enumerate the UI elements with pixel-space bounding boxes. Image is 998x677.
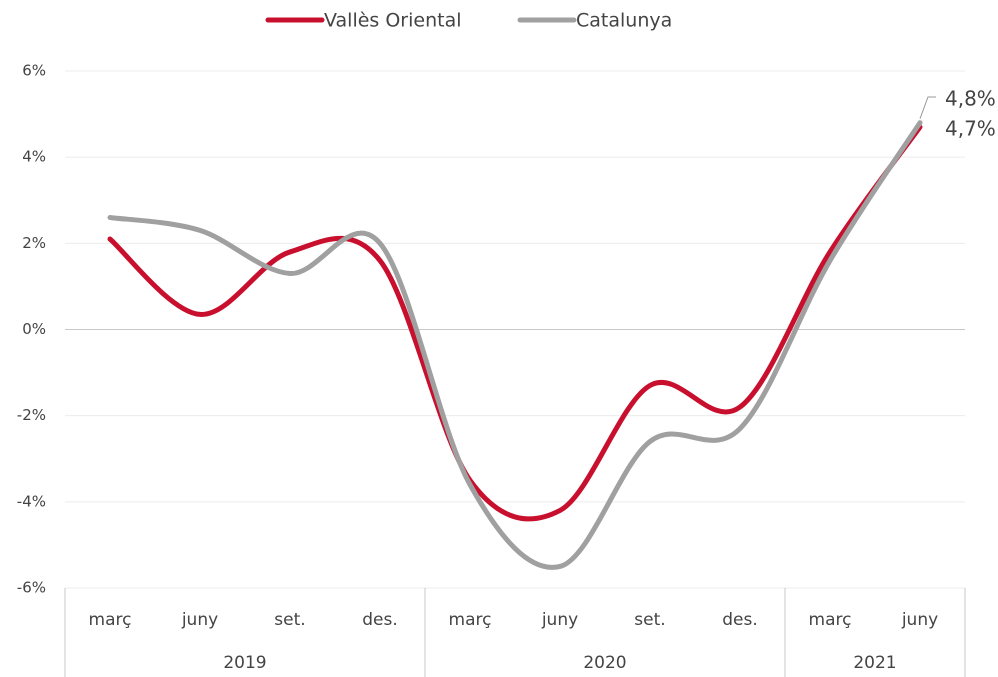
- x-tick-label: set.: [274, 610, 305, 630]
- x-tick-label: des.: [362, 610, 398, 630]
- data-label: 4,7%: [945, 117, 996, 141]
- legend-label: Vallès Oriental: [324, 10, 462, 32]
- y-tick-label: 0%: [22, 320, 46, 338]
- x-tick-label: març: [809, 610, 852, 630]
- y-tick-label: 4%: [22, 148, 46, 166]
- x-tick-label: març: [89, 610, 132, 630]
- legend-label: Catalunya: [576, 10, 672, 32]
- y-tick-label: 2%: [22, 234, 46, 252]
- leader-line: [919, 96, 936, 119]
- series-line: [107, 120, 923, 570]
- y-tick-label: -6%: [17, 579, 46, 597]
- x-tick-label: set.: [634, 610, 665, 630]
- data-label: 4,8%: [945, 87, 996, 111]
- y-tick-label: 6%: [22, 62, 46, 80]
- x-tick-label: juny: [181, 610, 218, 630]
- x-group-label: 2021: [853, 653, 896, 673]
- x-group-label: 2019: [223, 653, 266, 673]
- y-tick-label: -2%: [17, 406, 46, 424]
- x-tick-label: març: [449, 610, 492, 630]
- x-tick-label: juny: [901, 610, 938, 630]
- y-tick-label: -4%: [17, 492, 46, 510]
- series-line: [107, 124, 923, 522]
- x-group-label: 2020: [583, 653, 626, 673]
- x-tick-label: des.: [722, 610, 758, 630]
- x-tick-label: juny: [541, 610, 578, 630]
